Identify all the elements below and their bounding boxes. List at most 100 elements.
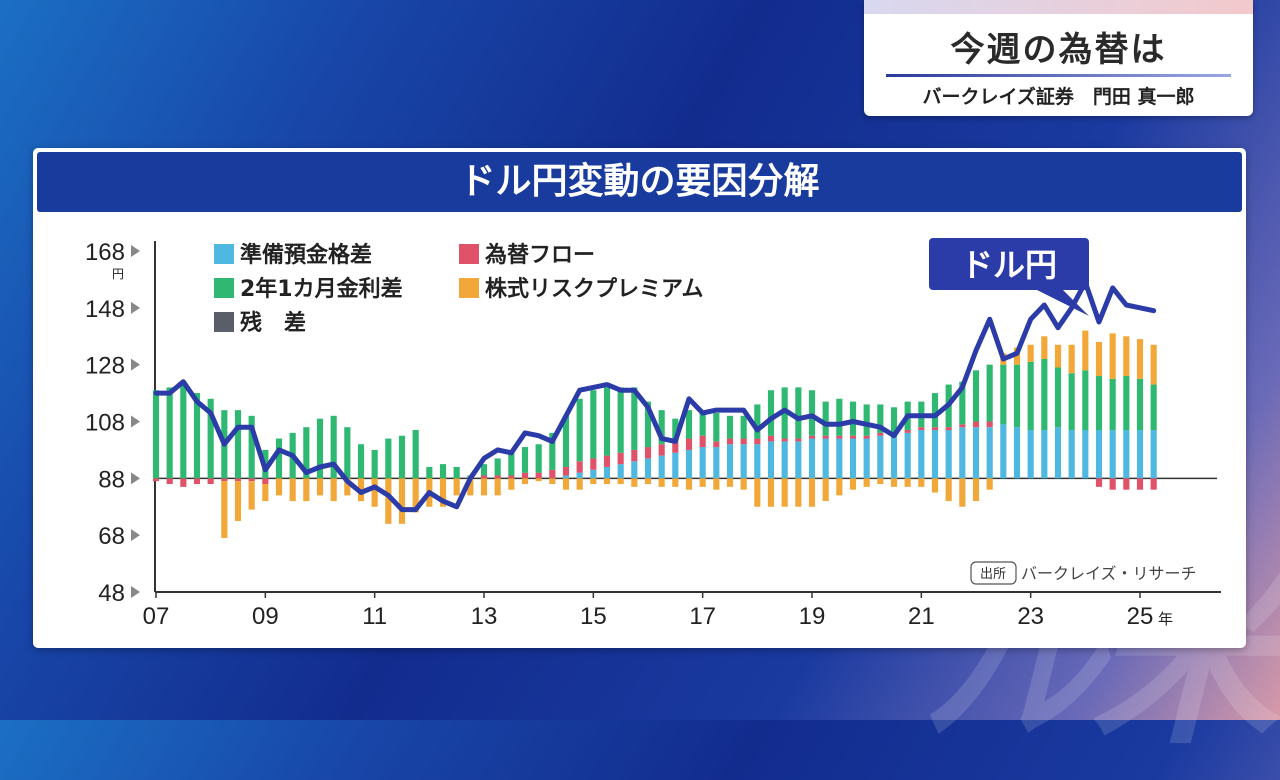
- bar-reserve: [644, 458, 652, 479]
- bar-equity: [795, 478, 802, 507]
- bar-rate: [576, 398, 583, 462]
- bar-flow: [726, 438, 734, 445]
- y-tick-label-128: 128: [85, 353, 125, 380]
- bar-flow: [931, 427, 939, 431]
- bar-rate: [849, 401, 857, 436]
- bar-equity: [1082, 330, 1089, 371]
- bar-reserve: [726, 444, 734, 479]
- bar-equity: [849, 478, 857, 490]
- y-unit-label: 円: [112, 267, 124, 281]
- bar-rate: [931, 393, 939, 428]
- bar-flow: [781, 438, 788, 442]
- bar-flow: [166, 478, 173, 485]
- bar-flow: [972, 421, 980, 428]
- bar-rate: [644, 401, 652, 448]
- bar-flow: [822, 435, 829, 439]
- legend-swatch-residual: [214, 312, 234, 332]
- bar-equity: [1123, 336, 1130, 377]
- bar-flow: [713, 441, 720, 448]
- bar-rate: [1123, 376, 1130, 431]
- bar-rate: [1068, 373, 1075, 431]
- bar-rate: [180, 381, 187, 479]
- bar-flow: [207, 478, 214, 485]
- bar-equity: [740, 478, 747, 490]
- bar-equity: [467, 478, 474, 496]
- bar-reserve: [904, 432, 911, 479]
- bar-flow: [631, 449, 638, 462]
- bar-reserve: [931, 430, 939, 479]
- bar-flow: [863, 435, 870, 439]
- bar-equity: [1150, 344, 1157, 385]
- bar-rate: [1000, 364, 1007, 425]
- source-badge-text: 出所: [980, 567, 1006, 582]
- bar-rate: [726, 415, 734, 439]
- bar-reserve: [699, 447, 706, 479]
- y-tick-marker: [131, 472, 140, 485]
- bar-reserve: [603, 466, 611, 479]
- bar-rate: [549, 432, 556, 470]
- bar-flow: [1109, 478, 1116, 490]
- source-text: バークレイズ・リサーチ: [1021, 564, 1197, 583]
- bar-equity: [576, 478, 583, 490]
- x-tick-label-09: 09: [252, 603, 279, 630]
- callout-pointer: [1033, 288, 1089, 316]
- bar-rate: [426, 466, 433, 479]
- bar-flow: [699, 435, 706, 448]
- bar-equity: [945, 478, 952, 502]
- bar-equity: [453, 478, 460, 496]
- bar-equity: [986, 478, 993, 490]
- bar-flow: [603, 455, 611, 467]
- bar-reserve: [740, 444, 747, 479]
- bar-rate: [330, 415, 337, 479]
- bar-equity: [303, 478, 310, 502]
- bar-rate: [1136, 378, 1144, 431]
- bar-reserve: [877, 435, 884, 479]
- bar-equity: [508, 478, 515, 490]
- bar-flow: [521, 472, 529, 479]
- bar-equity: [521, 478, 529, 485]
- y-tick-label-168: 168: [85, 239, 125, 266]
- x-tick-label-13: 13: [471, 603, 498, 630]
- bar-reserve: [822, 438, 829, 479]
- bar-reserve: [1027, 430, 1034, 479]
- legend-label-reserve: 準備預金格差: [240, 242, 372, 268]
- bar-flow: [658, 444, 665, 456]
- bar-rate: [521, 447, 529, 473]
- program-title: 今週の為替は: [950, 30, 1167, 70]
- bar-equity: [562, 478, 570, 490]
- bar-rate: [631, 387, 638, 450]
- bar-rate: [166, 387, 173, 479]
- usdjpy-line: [153, 279, 1157, 513]
- bar-flow: [180, 478, 187, 487]
- bar-equity: [863, 478, 870, 487]
- bar-reserve: [631, 461, 638, 479]
- bar-reserve: [590, 469, 597, 479]
- bar-equity: [699, 478, 706, 487]
- y-tick-marker: [131, 586, 140, 598]
- bar-flow: [221, 478, 228, 482]
- x-tick-label-19: 19: [799, 603, 826, 630]
- bar-rate: [767, 390, 775, 436]
- bar-equity: [1136, 339, 1144, 379]
- bar-flow: [767, 435, 775, 442]
- bar-flow: [918, 427, 925, 431]
- bar-flow: [549, 469, 556, 479]
- bar-reserve: [767, 441, 775, 479]
- bar-flow: [849, 435, 857, 439]
- x-tick-label-25: 25: [1127, 603, 1154, 630]
- bar-equity: [494, 478, 501, 496]
- bar-reserve: [1000, 424, 1007, 479]
- bar-reserve: [617, 464, 624, 479]
- bar-reserve: [672, 452, 679, 479]
- bar-flow: [808, 435, 816, 439]
- legend-label-equity: 株式リスクプレミアム: [485, 277, 703, 302]
- legend-swatch-reserve: [214, 244, 234, 264]
- bar-rate: [275, 438, 283, 479]
- bar-reserve: [1041, 430, 1048, 479]
- bar-equity: [726, 478, 734, 487]
- bar-rate: [836, 398, 843, 436]
- bar-flow: [644, 447, 652, 459]
- bar-equity: [836, 478, 843, 496]
- bar-flow: [1095, 478, 1103, 487]
- bar-rate: [890, 407, 898, 433]
